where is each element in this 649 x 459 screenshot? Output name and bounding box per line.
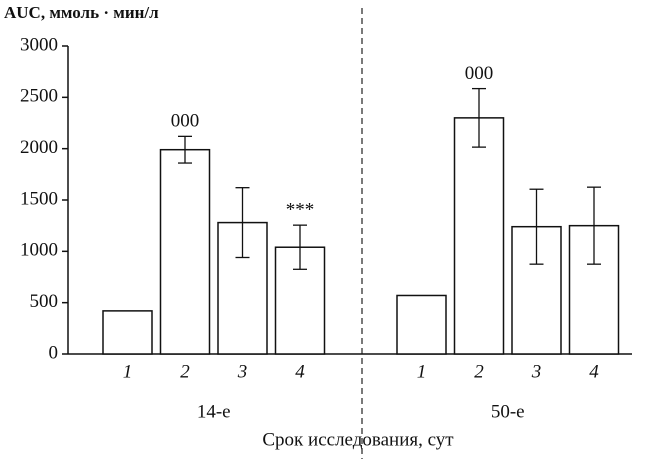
annotation: *** — [286, 200, 315, 221]
y-tick-label: 1500 — [20, 188, 58, 209]
y-tick-label: 500 — [30, 291, 59, 312]
y-tick-label: 0 — [49, 342, 59, 363]
x-tick-label: 1 — [123, 361, 133, 382]
y-axis-label: AUC, ммоль · мин/л — [4, 3, 159, 22]
x-tick-label: 1 — [417, 361, 427, 382]
y-tick-label: 3000 — [20, 34, 58, 55]
x-tick-label: 3 — [237, 361, 248, 382]
y-tick-label: 1000 — [20, 240, 58, 261]
x-tick-label: 2 — [180, 361, 190, 382]
group-label: 50-е — [491, 401, 525, 422]
bar — [217, 221, 268, 355]
bar — [102, 310, 153, 355]
x-tick-label: 2 — [474, 361, 484, 382]
y-tick-label: 2000 — [20, 137, 58, 158]
y-tick-label: 2500 — [20, 86, 58, 107]
annotation: 000 — [171, 111, 200, 132]
x-tick-label: 4 — [589, 361, 599, 382]
x-tick-label: 3 — [531, 361, 542, 382]
annotation: 000 — [465, 63, 494, 84]
bar — [453, 117, 505, 355]
x-tick-label: 4 — [295, 361, 305, 382]
group-label: 14-е — [197, 401, 231, 422]
x-axis-label: Срок исследования, сут — [262, 429, 454, 450]
bar — [159, 148, 211, 355]
bar — [396, 294, 447, 355]
